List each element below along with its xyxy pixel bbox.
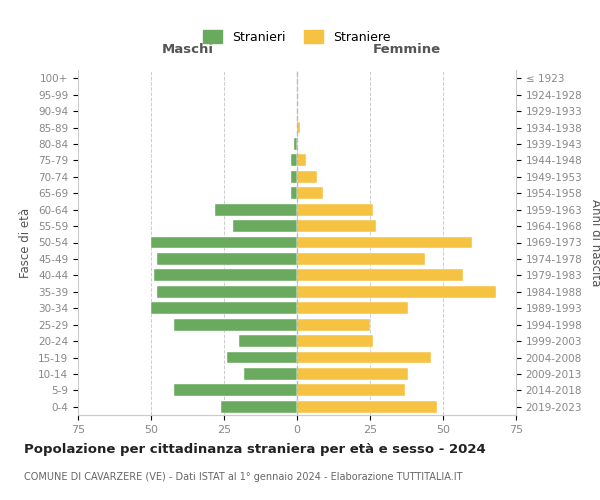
Bar (175, 384, 297, 396)
Legend: Stranieri, Straniere: Stranieri, Straniere (199, 25, 395, 49)
Bar (297, 122, 300, 134)
Bar (297, 220, 376, 232)
Text: Popolazione per cittadinanza straniera per età e sesso - 2024: Popolazione per cittadinanza straniera p… (24, 442, 486, 456)
Bar (239, 335, 297, 347)
Bar (244, 368, 297, 380)
Bar (297, 286, 496, 298)
Bar (291, 171, 297, 182)
Bar (221, 401, 297, 412)
Bar (157, 253, 297, 265)
Bar (297, 335, 373, 347)
Bar (291, 154, 297, 166)
Bar (227, 352, 297, 364)
Bar (233, 220, 297, 232)
Bar (151, 302, 297, 314)
Text: COMUNE DI CAVARZERE (VE) - Dati ISTAT al 1° gennaio 2024 - Elaborazione TUTTITAL: COMUNE DI CAVARZERE (VE) - Dati ISTAT al… (24, 472, 463, 482)
Bar (297, 236, 472, 248)
Bar (297, 318, 370, 330)
Bar (297, 171, 317, 182)
Bar (297, 401, 437, 412)
Y-axis label: Anni di nascita: Anni di nascita (589, 199, 600, 286)
Text: Femmine: Femmine (373, 43, 440, 56)
Bar (154, 270, 297, 281)
Bar (297, 253, 425, 265)
Bar (151, 236, 297, 248)
Bar (297, 188, 323, 199)
Y-axis label: Fasce di età: Fasce di età (19, 208, 32, 278)
Bar (297, 204, 373, 216)
Bar (294, 138, 297, 150)
Bar (297, 270, 463, 281)
Text: Maschi: Maschi (161, 43, 214, 56)
Bar (297, 352, 431, 364)
Bar (297, 384, 405, 396)
Bar (291, 188, 297, 199)
Bar (297, 368, 408, 380)
Bar (157, 286, 297, 298)
Bar (175, 318, 297, 330)
Bar (297, 302, 408, 314)
Bar (215, 204, 297, 216)
Bar (297, 154, 306, 166)
